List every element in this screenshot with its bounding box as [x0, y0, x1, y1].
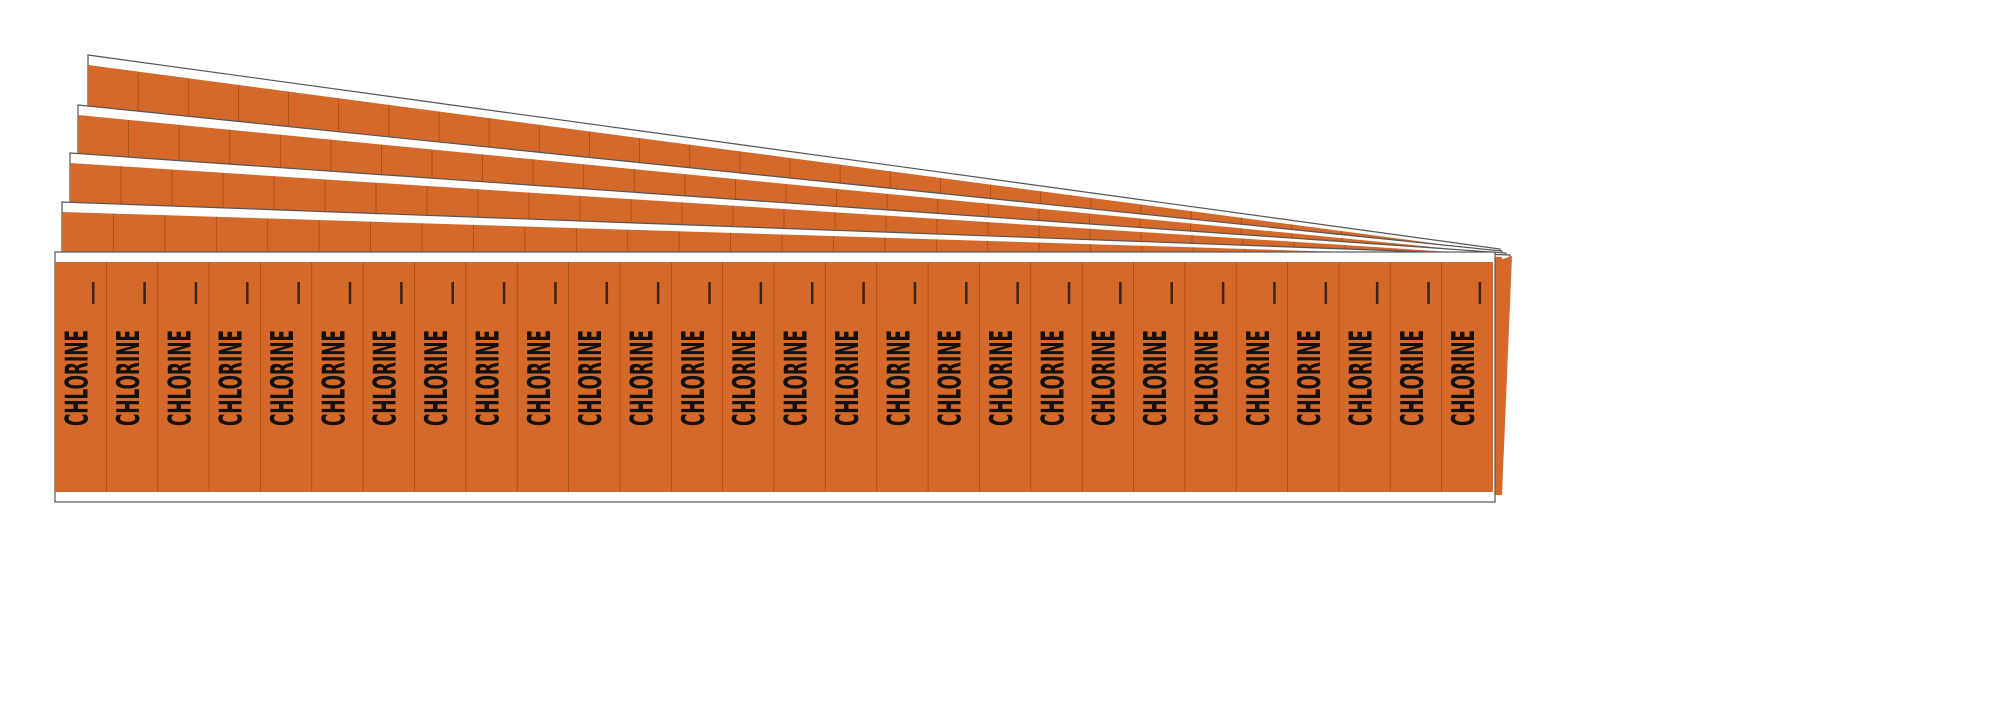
label-chlorine-text: CHLORINE — [60, 330, 96, 426]
label-fine-print — [1016, 282, 1019, 304]
label-chlorine-text: CHLORINE — [624, 330, 660, 426]
label-chlorine-text: CHLORINE — [265, 330, 301, 426]
label-chlorine-text: CHLORINE — [727, 330, 763, 426]
label-fine-print — [759, 282, 763, 304]
label-fine-print — [1221, 282, 1225, 304]
label-fine-print — [708, 282, 711, 304]
label-chlorine-text: CHLORINE — [111, 330, 147, 426]
label-fine-print — [1273, 282, 1276, 304]
label-chlorine-text: CHLORINE — [419, 330, 455, 426]
label-chlorine-text: CHLORINE — [470, 330, 506, 426]
label-chlorine-text: CHLORINE — [1292, 330, 1328, 426]
label-chlorine-text: CHLORINE — [984, 330, 1020, 426]
label-chlorine-text: CHLORINE — [1138, 330, 1174, 426]
label-chlorine-text: CHLORINE — [573, 330, 609, 426]
label-chlorine-text: CHLORINE — [1241, 330, 1277, 426]
label-fine-print — [91, 282, 95, 304]
label-fine-print — [400, 282, 403, 304]
label-chlorine-text: CHLORINE — [676, 330, 712, 426]
label-chlorine-text: CHLORINE — [1446, 330, 1482, 426]
front-card: CHLORINE CHLORINE CHLORINE CHLORINE CHLORINE… — [54, 251, 1512, 503]
back-cards — [61, 54, 1511, 264]
label-chlorine-text: CHLORINE — [933, 330, 969, 426]
label-chlorine-text: CHLORINE — [1035, 330, 1071, 426]
label-fine-print — [605, 282, 609, 304]
label-chlorine-text: CHLORINE — [1087, 330, 1123, 426]
label-fine-print — [1375, 282, 1379, 304]
label-fine-print — [1170, 282, 1173, 304]
label-chlorine-text: CHLORINE — [881, 330, 917, 426]
label-fine-print — [1067, 282, 1071, 304]
label-fine-print — [348, 282, 352, 304]
label-fine-print — [965, 282, 968, 304]
label-chlorine-text: CHLORINE — [368, 330, 404, 426]
label-chlorine-text: CHLORINE — [1189, 330, 1225, 426]
label-fine-print — [656, 282, 660, 304]
label-fine-print — [810, 282, 814, 304]
label-chlorine-text: CHLORINE — [830, 330, 866, 426]
label-fine-print — [194, 282, 198, 304]
label-chlorine-text: CHLORINE — [1343, 330, 1379, 426]
card-edge — [1493, 256, 1512, 495]
label-fine-print — [143, 282, 146, 304]
label-fine-print — [451, 282, 454, 304]
label-chlorine-text: CHLORINE — [162, 330, 198, 426]
label-fine-print — [554, 282, 557, 304]
label-fine-print — [297, 282, 300, 304]
label-fine-print — [1478, 282, 1482, 304]
label-fine-print — [246, 282, 249, 304]
label-fine-print — [1324, 282, 1328, 304]
label-chlorine-text: CHLORINE — [522, 330, 558, 426]
label-chlorine-text: CHLORINE — [1395, 330, 1431, 426]
label-chlorine-text: CHLORINE — [779, 330, 815, 426]
back-card — [69, 152, 1507, 262]
label-chlorine-text: CHLORINE — [214, 330, 250, 426]
label-fine-print — [502, 282, 506, 304]
label-fine-print — [913, 282, 917, 304]
label-fine-print — [862, 282, 865, 304]
label-fine-print — [1427, 282, 1430, 304]
label-fine-print — [1119, 282, 1122, 304]
label-chlorine-text: CHLORINE — [316, 330, 352, 426]
